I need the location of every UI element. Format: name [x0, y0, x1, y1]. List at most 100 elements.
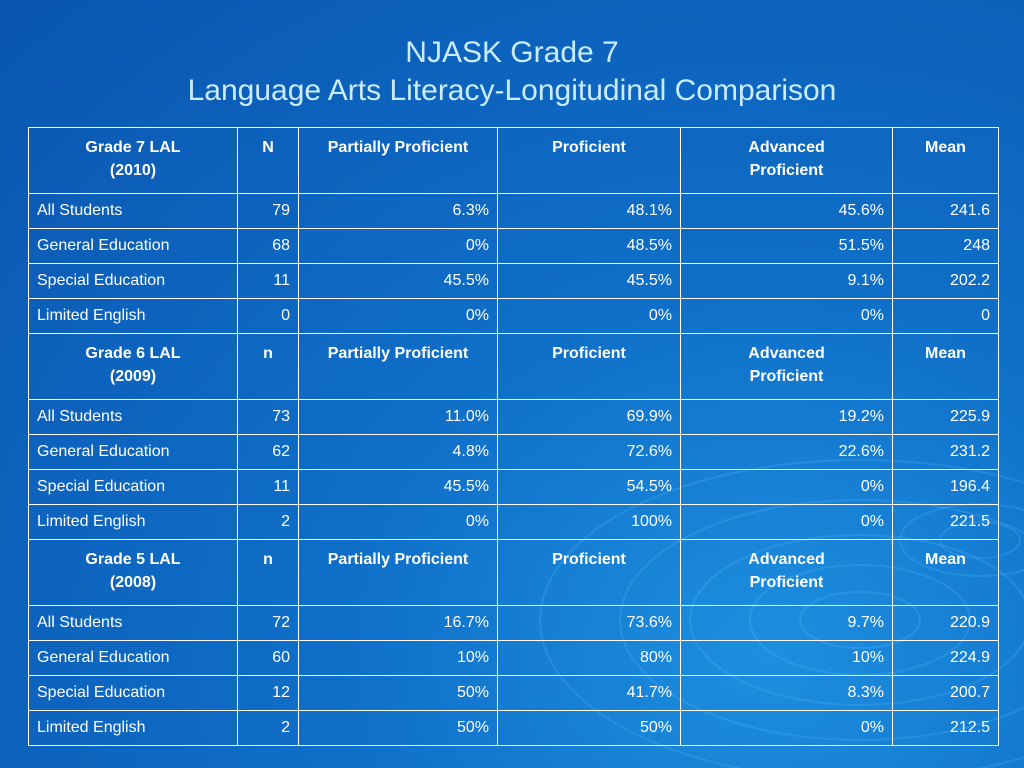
cell-partially: 0%	[298, 228, 498, 264]
cell-proficient: 100%	[497, 504, 681, 540]
cell-mean: 0	[892, 298, 999, 334]
header-advanced-line-2: Proficient	[749, 368, 824, 385]
cell-advanced: 0%	[680, 504, 893, 540]
cell-mean: 221.5	[892, 504, 999, 540]
header-n: n	[237, 539, 299, 606]
cell-partially: 0%	[298, 504, 498, 540]
cell-n: 73	[237, 399, 299, 435]
cell-mean: 224.9	[892, 640, 999, 676]
cell-proficient: 48.5%	[497, 228, 681, 264]
cell-n: 72	[237, 605, 299, 641]
cell-n: 2	[237, 710, 299, 746]
cell-proficient: 0%	[497, 298, 681, 334]
cell-n: 2	[237, 504, 299, 540]
cell-partially: 45.5%	[298, 469, 498, 505]
cell-mean: 200.7	[892, 675, 999, 711]
cell-proficient: 41.7%	[497, 675, 681, 711]
cell-mean: 220.9	[892, 605, 999, 641]
header-group-line-2: (2008)	[109, 574, 157, 591]
cell-n: 11	[237, 263, 299, 299]
cell-group: All Students	[28, 193, 238, 229]
header-advanced-line-1: Advanced	[748, 345, 825, 362]
cell-group: Special Education	[28, 675, 238, 711]
cell-partially: 16.7%	[298, 605, 498, 641]
table-row: Limited English 2 0% 100% 0% 221.5	[28, 504, 999, 540]
cell-group: General Education	[28, 640, 238, 676]
cell-advanced: 10%	[680, 640, 893, 676]
header-group: Grade 5 LAL (2008)	[28, 539, 238, 606]
table-row: General Education 68 0% 48.5% 51.5% 248	[28, 228, 999, 264]
cell-proficient: 69.9%	[497, 399, 681, 435]
cell-group: Limited English	[28, 298, 238, 334]
cell-proficient: 45.5%	[497, 263, 681, 299]
cell-n: 11	[237, 469, 299, 505]
cell-mean: 248	[892, 228, 999, 264]
title-line-1: NJASK Grade 7	[405, 36, 619, 69]
header-partially-proficient: Partially Proficient	[298, 127, 498, 194]
header-advanced-proficient: Advanced Proficient	[680, 539, 893, 606]
cell-advanced: 8.3%	[680, 675, 893, 711]
cell-proficient: 50%	[497, 710, 681, 746]
cell-mean: 225.9	[892, 399, 999, 435]
cell-group: Limited English	[28, 710, 238, 746]
cell-n: 0	[237, 298, 299, 334]
header-group-line-2: (2009)	[109, 368, 157, 385]
cell-group: Limited English	[28, 504, 238, 540]
cell-partially: 11.0%	[298, 399, 498, 435]
header-group-line-2: (2010)	[109, 162, 157, 179]
cell-advanced: 9.1%	[680, 263, 893, 299]
cell-proficient: 54.5%	[497, 469, 681, 505]
table-row: Limited English 2 50% 50% 0% 212.5	[28, 710, 999, 746]
header-group: Grade 7 LAL (2010)	[28, 127, 238, 194]
cell-group: All Students	[28, 399, 238, 435]
cell-mean: 212.5	[892, 710, 999, 746]
cell-n: 60	[237, 640, 299, 676]
header-proficient: Proficient	[497, 539, 681, 606]
cell-n: 62	[237, 434, 299, 470]
title-line-2: Language Arts Literacy-Longitudinal Comp…	[187, 74, 837, 107]
cell-advanced: 0%	[680, 710, 893, 746]
cell-partially: 6.3%	[298, 193, 498, 229]
table-row: All Students 72 16.7% 73.6% 9.7% 220.9	[28, 605, 999, 641]
header-group-line-1: Grade 5 LAL	[85, 551, 181, 568]
cell-mean: 241.6	[892, 193, 999, 229]
header-partially-proficient: Partially Proficient	[298, 539, 498, 606]
cell-partially: 50%	[298, 710, 498, 746]
slide-title: NJASK Grade 7 Language Arts Literacy-Lon…	[0, 34, 1024, 110]
header-advanced-line-1: Advanced	[748, 139, 825, 156]
cell-partially: 0%	[298, 298, 498, 334]
cell-group: General Education	[28, 434, 238, 470]
cell-n: 79	[237, 193, 299, 229]
header-advanced-proficient: Advanced Proficient	[680, 127, 893, 194]
cell-advanced: 22.6%	[680, 434, 893, 470]
table-row: General Education 62 4.8% 72.6% 22.6% 23…	[28, 434, 999, 470]
table-row: Special Education 12 50% 41.7% 8.3% 200.…	[28, 675, 999, 711]
header-partially-proficient: Partially Proficient	[298, 333, 498, 400]
header-mean: Mean	[892, 539, 999, 606]
cell-group: Special Education	[28, 263, 238, 299]
comparison-table: Grade 7 LAL (2010) N Partially Proficient…	[28, 127, 999, 746]
header-mean: Mean	[892, 127, 999, 194]
header-mean: Mean	[892, 333, 999, 400]
cell-n: 68	[237, 228, 299, 264]
cell-group: All Students	[28, 605, 238, 641]
cell-proficient: 73.6%	[497, 605, 681, 641]
cell-advanced: 9.7%	[680, 605, 893, 641]
cell-partially: 45.5%	[298, 263, 498, 299]
header-proficient: Proficient	[497, 127, 681, 194]
table-row: Special Education 11 45.5% 45.5% 9.1% 20…	[28, 263, 999, 299]
header-n: N	[237, 127, 299, 194]
header-n: n	[237, 333, 299, 400]
cell-mean: 196.4	[892, 469, 999, 505]
table-row: All Students 73 11.0% 69.9% 19.2% 225.9	[28, 399, 999, 435]
header-advanced-proficient: Advanced Proficient	[680, 333, 893, 400]
cell-proficient: 72.6%	[497, 434, 681, 470]
table-row: Limited English 0 0% 0% 0% 0	[28, 298, 999, 334]
table-row: All Students 79 6.3% 48.1% 45.6% 241.6	[28, 193, 999, 229]
cell-mean: 202.2	[892, 263, 999, 299]
cell-proficient: 48.1%	[497, 193, 681, 229]
section-header-row: Grade 5 LAL (2008) n Partially Proficient…	[28, 539, 999, 606]
cell-partially: 50%	[298, 675, 498, 711]
cell-n: 12	[237, 675, 299, 711]
header-group-line-1: Grade 6 LAL	[85, 345, 181, 362]
